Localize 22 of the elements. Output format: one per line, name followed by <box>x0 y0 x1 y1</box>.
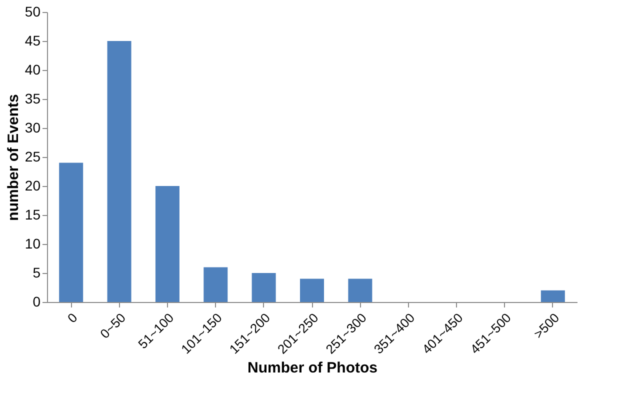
bar <box>348 278 372 302</box>
y-tick-label: 10 <box>24 236 41 252</box>
bar <box>252 273 276 302</box>
y-tick-label: 35 <box>24 90 41 106</box>
y-tick-label: 0 <box>32 294 41 310</box>
y-axis-title: number of Events <box>4 94 22 221</box>
bar <box>59 162 84 302</box>
y-tick-label: 25 <box>24 148 41 164</box>
bar <box>107 41 132 302</box>
y-tick-label: 5 <box>32 264 41 280</box>
x-axis-title: Number of Photos <box>248 360 378 377</box>
y-tick-label: 30 <box>24 120 41 136</box>
bar <box>155 186 180 302</box>
x-tick-label: 0 <box>64 310 80 326</box>
bar <box>540 290 565 302</box>
y-tick-label: 45 <box>24 32 41 48</box>
y-tick-label: 20 <box>24 178 41 194</box>
y-tick-label: 40 <box>24 62 41 78</box>
bar <box>300 278 324 302</box>
y-tick-label: 15 <box>24 206 41 222</box>
bar <box>204 267 228 302</box>
y-tick-label: 50 <box>24 4 41 20</box>
